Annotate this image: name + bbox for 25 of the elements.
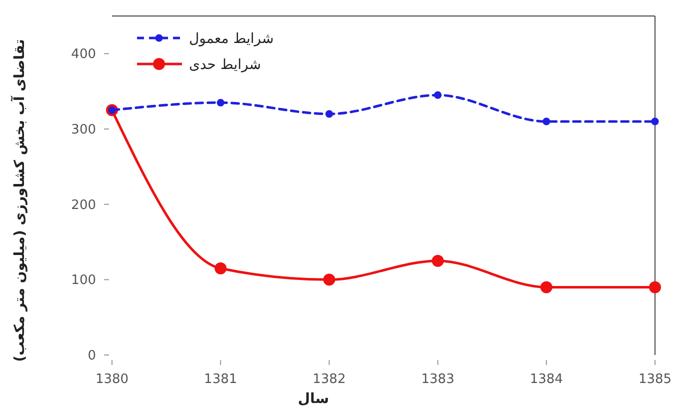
y-tick-label: 300 <box>71 122 96 138</box>
point <box>542 118 550 126</box>
point <box>214 262 227 274</box>
y-tick-label: 0 <box>88 348 96 364</box>
legend-label: شرایط حدی <box>189 56 261 73</box>
legend-label: شرایط معمول <box>189 30 274 47</box>
point <box>649 281 661 294</box>
x-tick-label: 1381 <box>204 372 238 387</box>
point <box>434 91 442 99</box>
point <box>323 274 336 286</box>
y-tick-label: 400 <box>71 47 96 62</box>
y-tick-label: 200 <box>71 198 96 213</box>
point <box>432 254 444 267</box>
point <box>540 281 552 294</box>
x-tick-label: 1383 <box>421 372 454 387</box>
point <box>325 110 333 118</box>
y-axis-title: تقاضای آب بخش کشاورزی (میلیون متر مکعب) <box>10 39 28 362</box>
x-axis-title: سال <box>298 391 330 407</box>
point <box>216 98 224 106</box>
point <box>651 118 659 126</box>
y-tick-label: 100 <box>71 273 96 288</box>
x-tick-label: 1385 <box>638 372 672 387</box>
x-tick-label: 1384 <box>530 372 563 387</box>
x-tick-label: 1382 <box>312 372 346 387</box>
x-tick-label: 1380 <box>95 372 129 387</box>
